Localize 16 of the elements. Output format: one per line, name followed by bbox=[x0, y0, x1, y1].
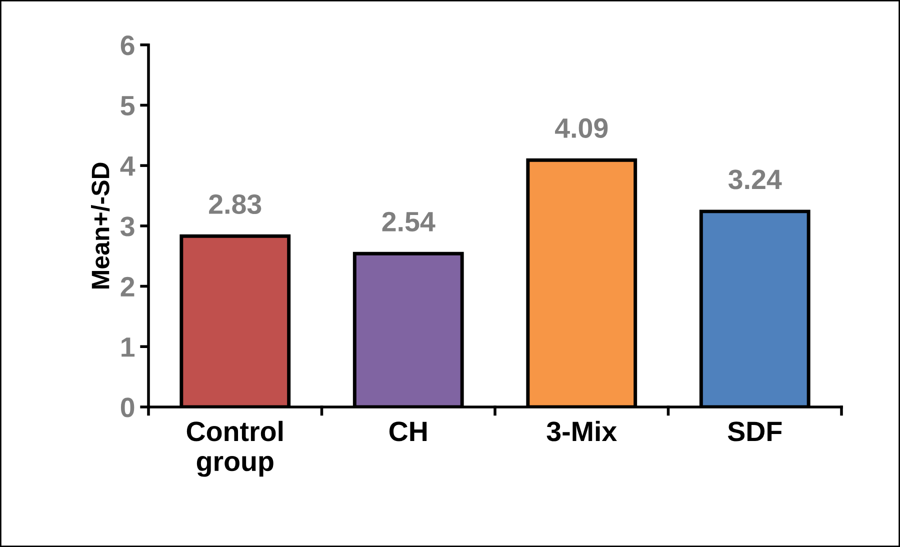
data-label: 2.83 bbox=[209, 194, 262, 214]
y-tick-label: 1 bbox=[122, 338, 135, 357]
data-label: 4.09 bbox=[555, 118, 608, 138]
x-tick-label: Control group bbox=[186, 420, 283, 477]
data-label: 2.54 bbox=[382, 212, 436, 232]
y-tick-label: 2 bbox=[120, 276, 134, 296]
y-tick-label: 3 bbox=[120, 216, 134, 236]
y-tick-label: 6 bbox=[120, 36, 134, 56]
y-tick-label: 4 bbox=[120, 156, 136, 176]
y-tick-label: 0 bbox=[120, 398, 134, 418]
x-tick-label: SDF bbox=[728, 422, 782, 442]
y-axis-title: Mean+/-SD bbox=[91, 162, 110, 288]
x-tick-label: CH bbox=[389, 422, 427, 442]
x-tick-label: 3-Mix bbox=[546, 420, 617, 442]
y-tick-label: 5 bbox=[120, 96, 135, 116]
data-label: 3.24 bbox=[728, 170, 782, 190]
